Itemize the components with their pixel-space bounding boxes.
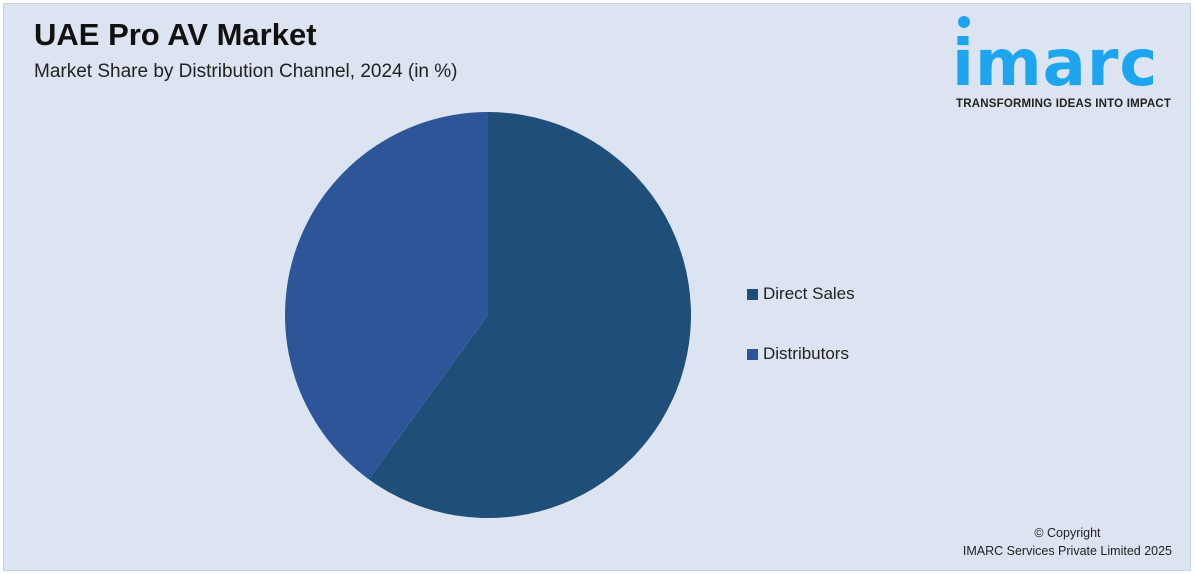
copyright: © Copyright IMARC Services Private Limit…: [963, 524, 1172, 560]
chart-title: UAE Pro AV Market: [34, 17, 317, 52]
pie-slice-distributors: [285, 112, 488, 480]
logo-dot: [958, 16, 970, 28]
legend-swatch: [747, 348, 758, 360]
imarc-logo: imarc TRANSFORMING IDEAS INTO IMPACT: [952, 14, 1182, 114]
legend-label: Direct Sales: [763, 284, 855, 303]
chart-subtitle: Market Share by Distribution Channel, 20…: [34, 61, 458, 82]
logo-tagline: TRANSFORMING IDEAS INTO IMPACT: [956, 98, 1172, 110]
copyright-company: IMARC Services Private Limited 2025: [962, 544, 1172, 558]
legend-item-direct-sales: Direct Sales: [747, 284, 855, 304]
logo-word: imarc: [952, 27, 1159, 101]
legend-item-distributors: Distributors: [747, 344, 849, 364]
legend-label: Distributors: [763, 344, 849, 363]
copyright-label: © Copyright: [1034, 526, 1101, 540]
pie-slice-direct-sales: [368, 112, 691, 518]
legend-swatch: [747, 288, 758, 300]
